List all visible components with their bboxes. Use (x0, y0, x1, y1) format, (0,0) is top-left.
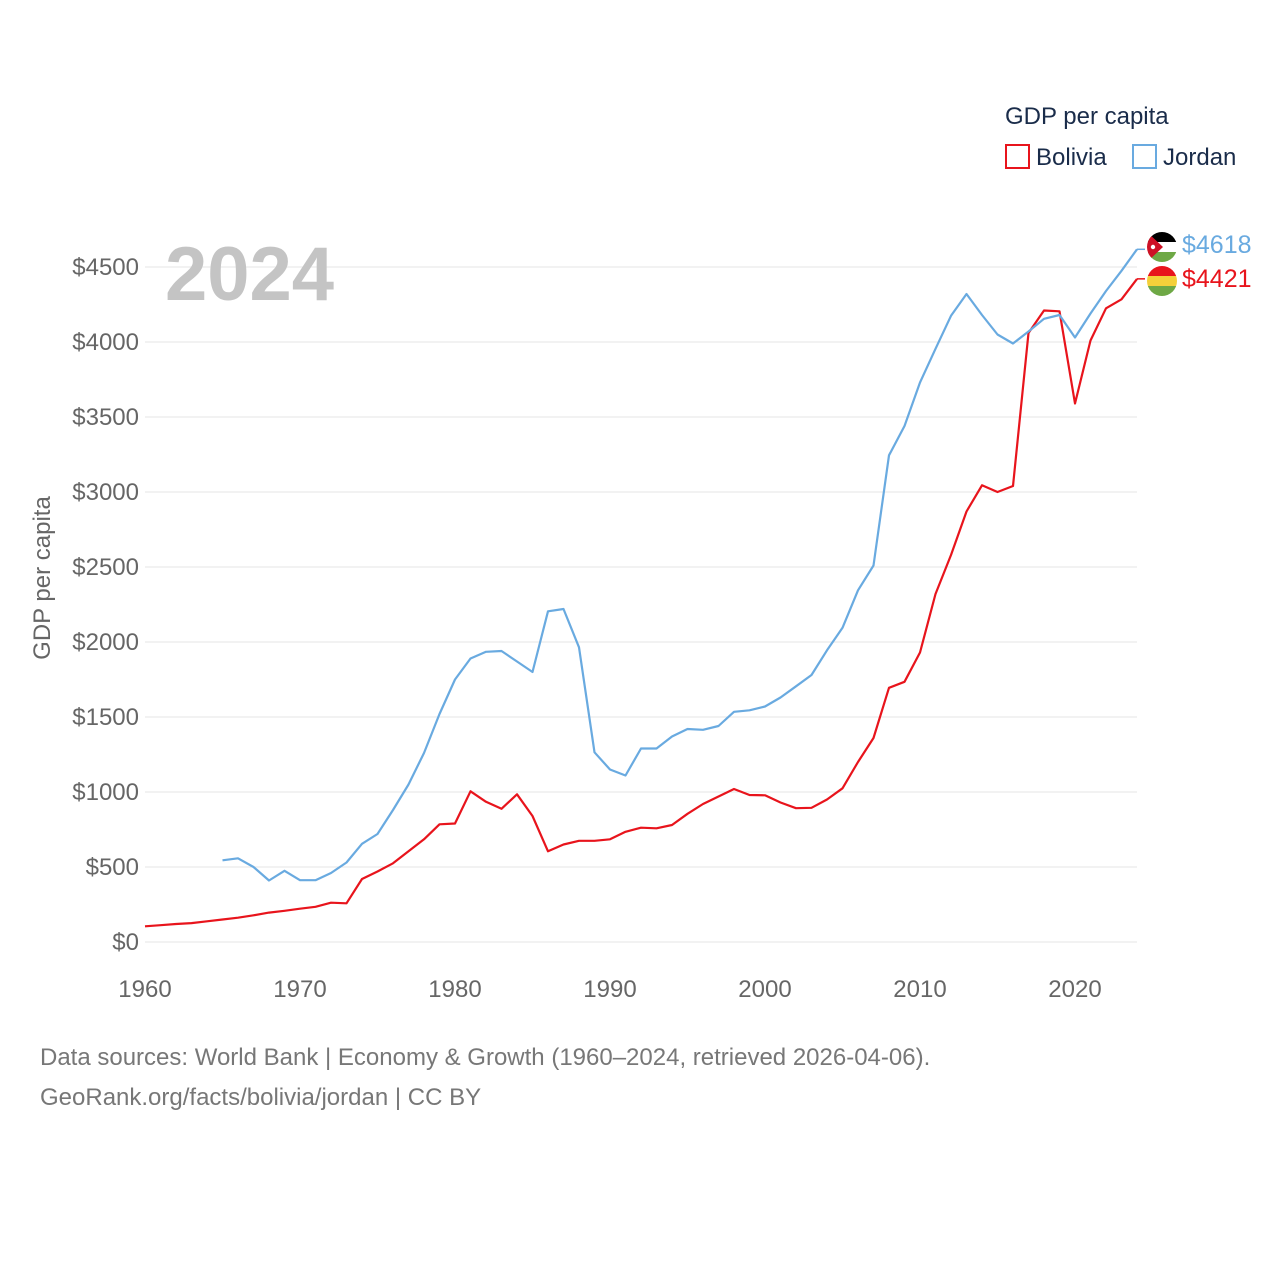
y-tick-label: $500 (86, 854, 139, 881)
y-tick-label: $2000 (72, 629, 139, 656)
legend-label-bolivia: Bolivia (1036, 144, 1107, 171)
x-tick-label: 1990 (583, 976, 636, 1003)
x-tick-label: 2010 (893, 976, 946, 1003)
y-tick-label: $3500 (72, 404, 139, 431)
y-tick-label: $1500 (72, 704, 139, 731)
source-line-2[interactable]: GeoRank.org/facts/bolivia/jordan | CC BY (40, 1084, 482, 1111)
y-tick-label: $3000 (72, 479, 139, 506)
y-tick-label: $2500 (72, 554, 139, 581)
jordan-flag-icon (1147, 232, 1177, 262)
legend-item-jordan[interactable]: Jordan (1132, 144, 1236, 171)
series-lines (144, 248, 1138, 928)
legend-swatch-jordan (1132, 144, 1157, 169)
y-tick-label: $4500 (72, 254, 139, 281)
y-tick-label: $4000 (72, 329, 139, 356)
legend-label-jordan: Jordan (1163, 144, 1236, 171)
legend-swatch-bolivia (1005, 144, 1030, 169)
jordan-end-value: $4618 (1182, 231, 1252, 259)
x-tick-label: 2000 (738, 976, 791, 1003)
bolivia-flag-icon (1147, 266, 1177, 296)
y-tick-label: $0 (112, 929, 139, 956)
y-grid-lines (145, 266, 1137, 943)
legend-item-bolivia[interactable]: Bolivia (1005, 144, 1107, 171)
x-tick-label: 2020 (1048, 976, 1101, 1003)
y-axis-tick-labels: $0 $500 $1000 $1500 $2000 $2500 $3000 $3500 $400… (72, 254, 139, 956)
legend: GDP per capita Bolivia Jordan (1005, 103, 1236, 171)
y-axis-title: GDP per capita (29, 496, 56, 660)
x-tick-label: 1970 (273, 976, 326, 1003)
x-tick-label: 1980 (428, 976, 481, 1003)
legend-title: GDP per capita (1005, 103, 1169, 130)
series-line-jordan[interactable] (222, 248, 1138, 882)
year-label: 2024 (165, 232, 334, 317)
x-axis-tick-labels: 1960 1970 1980 1990 2000 2010 2020 (118, 976, 1101, 1003)
series-line-bolivia[interactable] (144, 278, 1138, 928)
bolivia-end-value: $4421 (1182, 265, 1252, 293)
source-line-1: Data sources: World Bank | Economy & Gro… (40, 1044, 931, 1071)
series-end-markers (1137, 248, 1145, 280)
x-tick-label: 1960 (118, 976, 171, 1003)
y-tick-label: $1000 (72, 779, 139, 806)
